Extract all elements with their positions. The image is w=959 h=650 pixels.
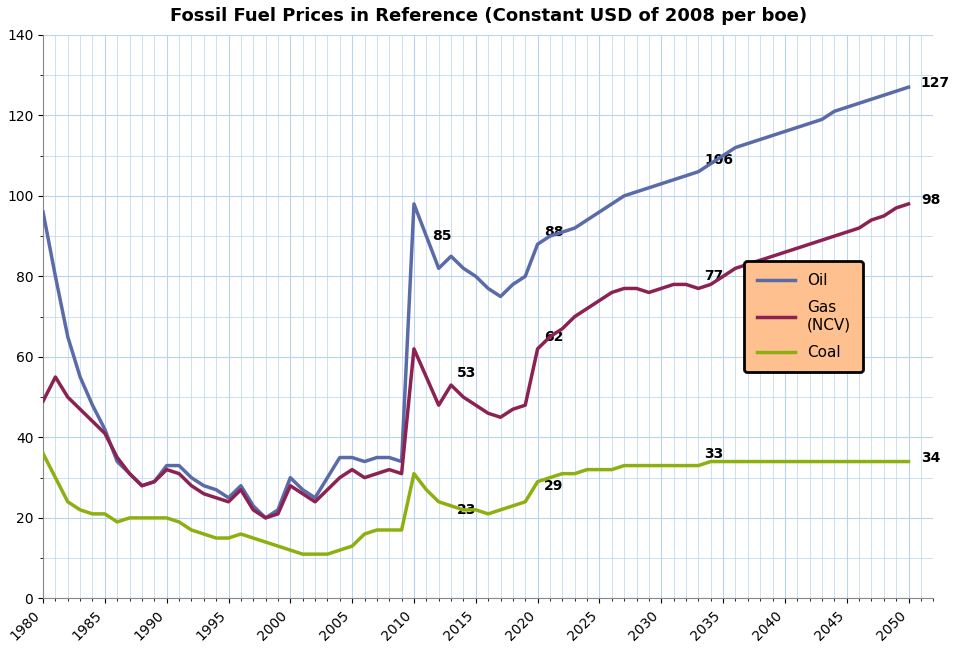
Text: 88: 88	[544, 225, 563, 239]
Text: 33: 33	[705, 447, 724, 460]
Text: 127: 127	[921, 76, 950, 90]
Text: 98: 98	[921, 193, 940, 207]
Text: 106: 106	[705, 153, 734, 166]
Legend: Oil, Gas
(NCV), Coal: Oil, Gas (NCV), Coal	[744, 261, 863, 372]
Text: 29: 29	[544, 479, 563, 493]
Text: 85: 85	[433, 229, 452, 243]
Text: 23: 23	[457, 503, 477, 517]
Text: 77: 77	[705, 269, 724, 283]
Text: 34: 34	[921, 450, 940, 465]
Text: 53: 53	[457, 366, 477, 380]
Text: 62: 62	[544, 330, 563, 344]
Title: Fossil Fuel Prices in Reference (Constant USD of 2008 per boe): Fossil Fuel Prices in Reference (Constan…	[170, 7, 807, 25]
